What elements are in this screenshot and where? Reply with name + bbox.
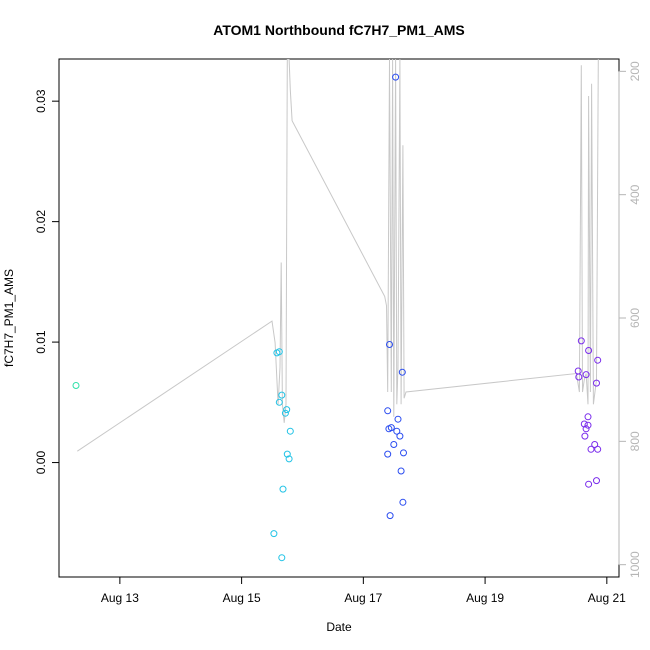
data-point <box>582 371 590 379</box>
right-tick-label: 400 <box>628 184 642 204</box>
data-point <box>278 554 286 562</box>
data-point <box>585 480 593 488</box>
data-point <box>283 406 291 414</box>
scatter-points <box>72 73 602 562</box>
right-axis-series-line <box>77 59 599 452</box>
x-axis: Aug 13 Aug 15 Aug 17 Aug 19 Aug 21 <box>101 577 626 605</box>
data-point <box>281 409 289 417</box>
x-tick-label: Aug 13 <box>101 591 139 605</box>
y-tick-label: 0.02 <box>34 210 48 234</box>
data-point <box>386 341 393 348</box>
data-point <box>283 450 291 458</box>
data-point <box>584 413 592 421</box>
x-axis-label: Date <box>326 620 352 634</box>
data-point <box>279 485 287 493</box>
data-point <box>384 450 392 458</box>
data-point <box>393 427 401 435</box>
data-point <box>574 367 582 375</box>
data-point <box>386 512 394 520</box>
data-point <box>582 425 590 433</box>
right-tick-label: 600 <box>628 308 642 328</box>
data-point <box>396 432 404 440</box>
right-tick-label: 1000 <box>628 551 642 578</box>
right-axis: 200 400 600 800 1000 <box>618 61 642 578</box>
y-tick-label: 0.01 <box>34 330 48 354</box>
right-tick-label: 800 <box>628 431 642 451</box>
y-tick-label: 0.00 <box>34 451 48 475</box>
data-point <box>581 432 589 440</box>
data-point <box>278 391 286 399</box>
data-point <box>397 467 405 475</box>
data-point <box>72 382 80 389</box>
data-point <box>585 347 593 354</box>
data-point <box>390 441 398 448</box>
x-tick-label: Aug 21 <box>588 591 626 605</box>
right-tick-label: 200 <box>628 61 642 81</box>
y-axis-label: fC7H7_PM1_AMS <box>2 269 16 367</box>
data-point <box>399 498 407 506</box>
data-point <box>594 445 602 453</box>
y-tick-label: 0.03 <box>34 89 48 113</box>
data-point <box>580 420 588 428</box>
data-point <box>286 427 294 435</box>
data-point <box>384 407 392 415</box>
x-tick-label: Aug 17 <box>344 591 382 605</box>
data-point <box>594 356 602 364</box>
data-point <box>584 421 592 429</box>
data-point <box>275 398 283 406</box>
right-axis-series <box>77 59 599 452</box>
data-point <box>593 379 600 387</box>
data-point <box>398 368 406 376</box>
data-point <box>587 445 595 453</box>
data-point <box>394 415 402 423</box>
plot-frame <box>58 58 620 578</box>
data-point <box>593 477 600 485</box>
chart-title: ATOM1 Northbound fC7H7_PM1_AMS <box>213 22 465 38</box>
data-point <box>387 424 395 432</box>
data-point <box>285 455 293 463</box>
data-point <box>577 337 585 345</box>
data-point <box>270 530 278 538</box>
left-axis: 0.00 0.01 0.02 0.03 <box>34 89 59 474</box>
data-point <box>275 348 283 356</box>
x-tick-label: Aug 15 <box>223 591 261 605</box>
data-point <box>400 449 407 457</box>
data-point <box>392 73 400 81</box>
data-point <box>575 373 583 381</box>
x-tick-label: Aug 19 <box>466 591 504 605</box>
